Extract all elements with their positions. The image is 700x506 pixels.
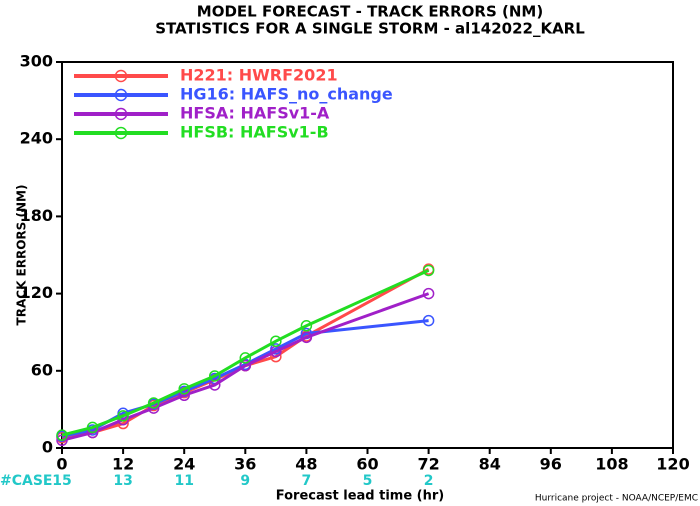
data-point bbox=[56, 429, 68, 441]
y-tick-label: 180 bbox=[20, 206, 53, 225]
case-count: 5 bbox=[363, 473, 373, 489]
x-tick-label: 24 bbox=[173, 455, 195, 474]
chart-title: MODEL FORECAST - TRACK ERRORS (NM) bbox=[197, 3, 543, 21]
series-line bbox=[61, 269, 430, 437]
data-point bbox=[209, 370, 221, 382]
case-count: 7 bbox=[302, 473, 312, 489]
data-point bbox=[209, 379, 221, 391]
legend-marker bbox=[114, 69, 128, 83]
case-label: #CASE bbox=[0, 473, 53, 489]
data-point bbox=[147, 397, 160, 409]
series-line bbox=[61, 292, 430, 442]
x-tick-label: 120 bbox=[656, 455, 689, 474]
case-count: 2 bbox=[424, 473, 434, 489]
data-point bbox=[117, 410, 129, 422]
x-tick-label: 0 bbox=[56, 455, 67, 474]
data-point bbox=[422, 264, 435, 277]
data-point bbox=[300, 331, 313, 344]
y-tick-label: 240 bbox=[20, 129, 53, 148]
data-point bbox=[422, 314, 435, 327]
x-tick-label: 60 bbox=[356, 455, 378, 474]
data-point bbox=[239, 352, 252, 364]
case-count: 13 bbox=[113, 473, 132, 489]
x-tick-label: 12 bbox=[112, 455, 134, 474]
data-point bbox=[239, 359, 252, 372]
y-tick-label: 300 bbox=[20, 52, 53, 71]
footer: Hurricane project - NOAA/NCEP/EMC bbox=[535, 494, 698, 504]
legend-label: HG16: HAFS_no_change bbox=[180, 85, 393, 104]
y-tick-label: 60 bbox=[31, 360, 53, 379]
legend-label: H221: HWRF2021 bbox=[180, 66, 338, 85]
x-tick-label: 96 bbox=[540, 455, 562, 474]
legend-label: HFSB: HAFSv1-B bbox=[180, 123, 329, 142]
legend-label: HFSA: HAFSv1-A bbox=[180, 104, 330, 123]
x-tick-label: 48 bbox=[295, 455, 317, 474]
y-tick-label: 120 bbox=[20, 283, 53, 302]
data-point bbox=[422, 287, 435, 300]
x-tick-label: 36 bbox=[234, 455, 256, 474]
data-point bbox=[270, 335, 282, 347]
legend-marker bbox=[114, 107, 128, 121]
y-axis-label: TRACK ERRORS (NM) bbox=[15, 185, 29, 326]
case-count: 15 bbox=[52, 473, 71, 489]
legend-marker bbox=[114, 126, 128, 140]
y-tick-label: 0 bbox=[42, 438, 53, 457]
legend-marker bbox=[114, 88, 128, 102]
x-tick-label: 72 bbox=[417, 455, 439, 474]
x-tick-label: 108 bbox=[595, 455, 628, 474]
data-point bbox=[56, 434, 68, 447]
data-point bbox=[86, 421, 99, 434]
x-tick-label: 84 bbox=[479, 455, 501, 474]
case-count: 11 bbox=[174, 473, 193, 489]
plot-frame bbox=[61, 61, 674, 449]
case-count: 9 bbox=[240, 473, 250, 489]
data-point bbox=[178, 383, 190, 395]
chart-subtitle: STATISTICS FOR A SINGLE STORM - al142022… bbox=[155, 20, 585, 38]
x-axis-label: Forecast lead time (hr) bbox=[276, 489, 444, 504]
data-point bbox=[300, 320, 313, 332]
